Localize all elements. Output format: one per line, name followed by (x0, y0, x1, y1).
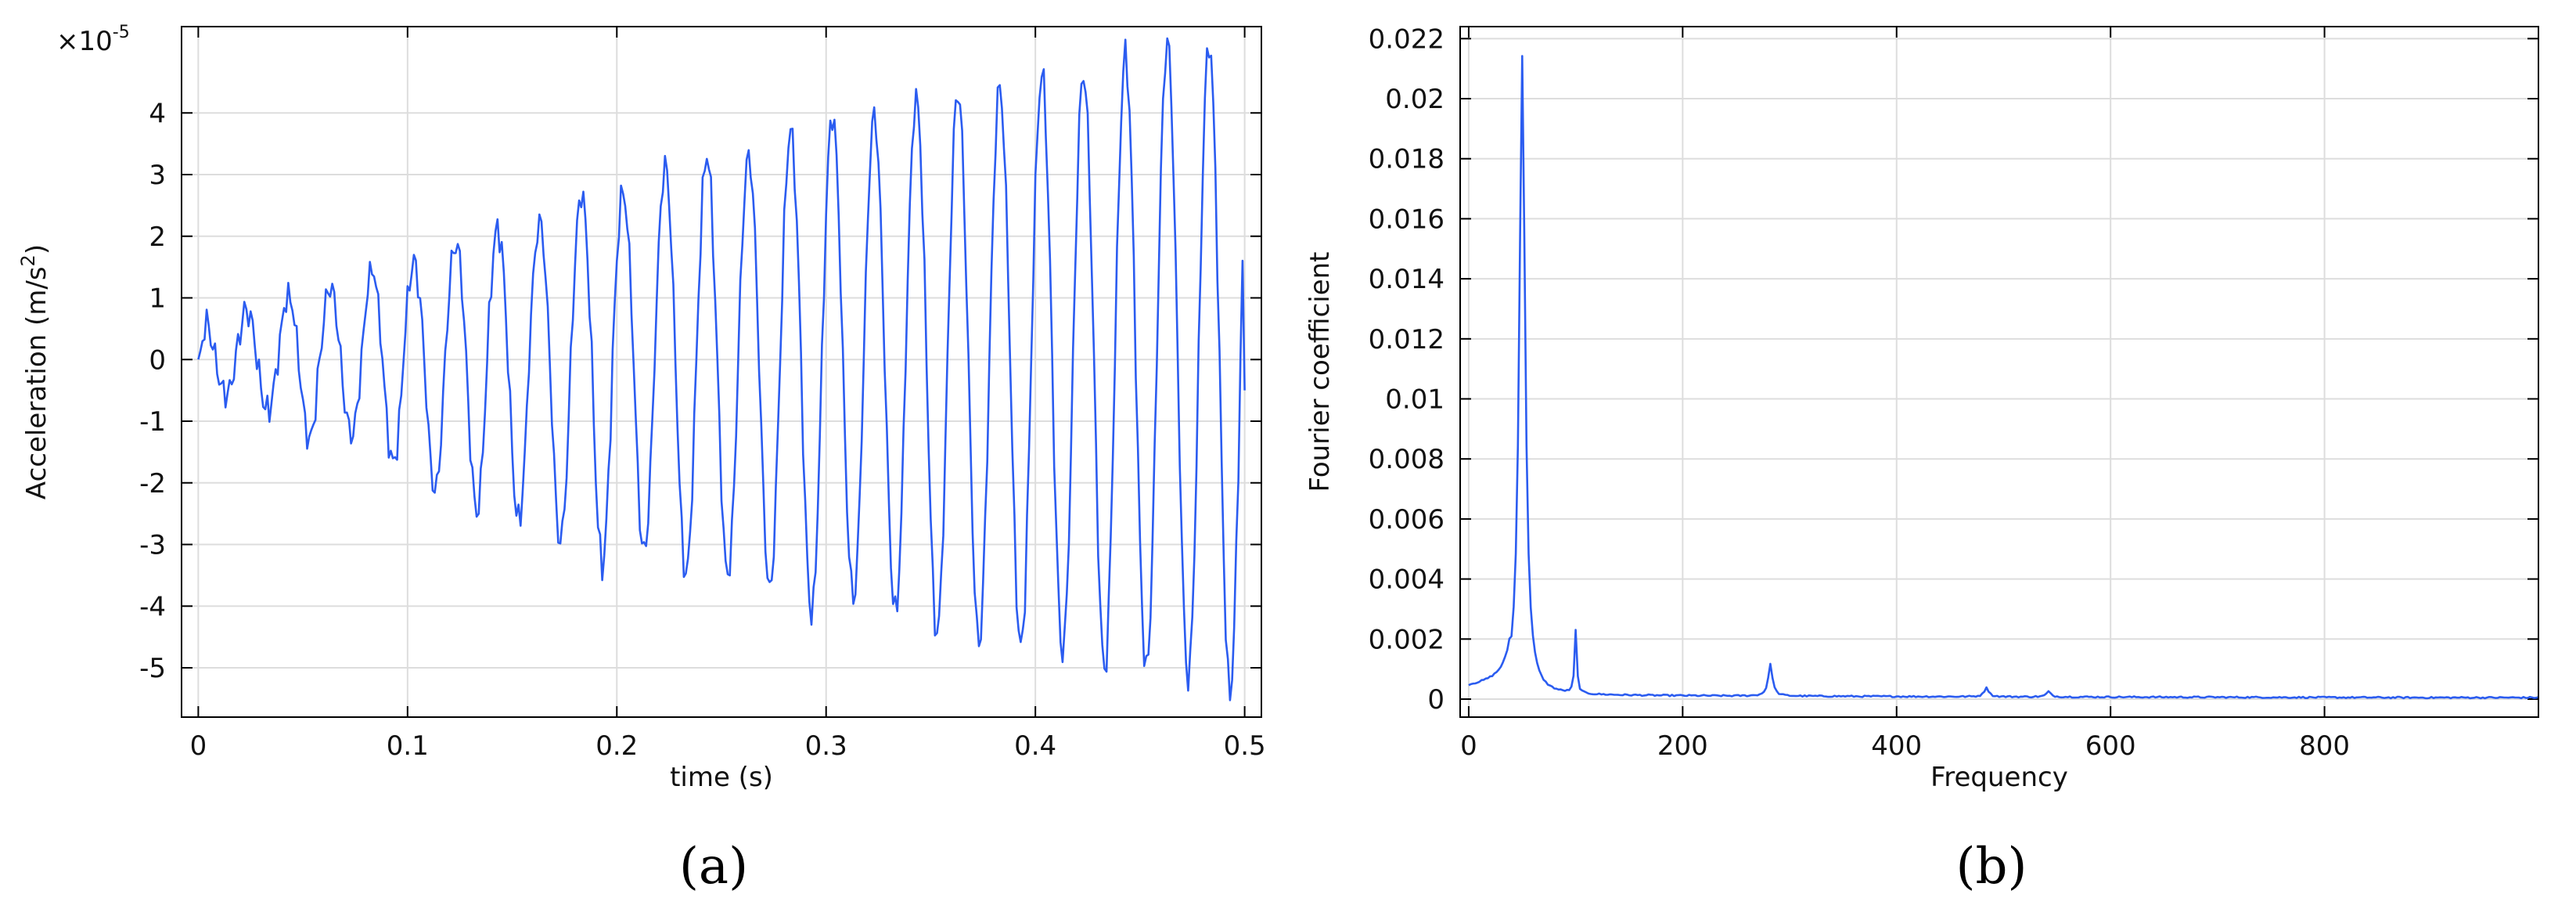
panel-b-y-tick-label: 0.016 (1369, 204, 1445, 235)
panel-a-label: (a) (679, 838, 748, 896)
panel-b-x-tick-label: 800 (2299, 730, 2350, 762)
panel-a-y-tick-label: -2 (139, 468, 166, 499)
panel-b-y-tick-label: 0.01 (1385, 384, 1445, 416)
panel-b-label: (b) (1956, 838, 2027, 896)
panel-a-y-tick-label: -3 (139, 530, 166, 561)
panel-a-y-tick-label: 4 (149, 98, 166, 129)
panel-a-y-tick-label: -4 (139, 591, 166, 622)
panel-b-y-tick-label: 0.002 (1369, 624, 1445, 655)
panel-b-y-tick-label: 0 (1427, 684, 1445, 716)
panel-b-x-tick-label: 600 (2085, 730, 2136, 762)
panel-b-x-axis-label: Frequency (1930, 762, 2068, 793)
panel-a-grid (182, 27, 1261, 717)
panel-a-x-tick-label: 0.1 (387, 730, 429, 762)
panel-a-ticks (182, 27, 1261, 717)
panel-a-axes-frame (181, 26, 1262, 718)
panel-a-y-multiplier-exponent: -5 (113, 23, 130, 42)
panel-b-y-tick-label: 0.02 (1385, 84, 1445, 115)
panel-a-y-axis-label: Acceleration (m/s2) (17, 244, 52, 499)
panel-b-x-tick-label: 400 (1871, 730, 1922, 762)
panel-a-y-tick-label: 3 (149, 160, 166, 191)
panel-b-y-tick-label: 0.012 (1369, 324, 1445, 355)
panel-b-grid (1460, 27, 2538, 717)
panel-b-y-tick-label: 0.022 (1369, 23, 1445, 55)
panel-a-series-line (197, 37, 1246, 701)
panel-a-x-tick-label: 0.3 (805, 730, 847, 762)
panel-b-tick-labels: 0 200 400 600 800 0 0.002 0.004 0.006 0.008 0.01 0.… (1369, 23, 2350, 762)
panel-a-y-tick-label: -5 (139, 653, 166, 684)
panel-a-x-tick-label: 0.2 (595, 730, 638, 762)
panel-b-y-axis-label: Fourier coefficient (1304, 251, 1336, 492)
panel-a-y-tick-label: 2 (149, 222, 166, 253)
panel-b-y-tick-label: 0.004 (1369, 564, 1445, 596)
panel-b-axes-frame (1459, 26, 2539, 718)
panel-a-y-axis-label-suffix: ) (21, 244, 52, 254)
panel-b-y-tick-label: 0.014 (1369, 264, 1445, 295)
panel-a-y-tick-label: 1 (149, 283, 166, 315)
panel-a-y-axis-label-superscript: 2 (17, 254, 39, 266)
panel-b-ticks (1460, 27, 2538, 717)
panel-a-x-tick-label: 0.5 (1224, 730, 1266, 762)
panel-a-x-axis-label: time (s) (670, 762, 773, 793)
panel-a-y-tick-label: 0 (149, 344, 166, 376)
panel-b-x-tick-label: 0 (1460, 730, 1477, 762)
panel-a-y-axis-label-prefix: Acceleration (m/s (21, 266, 52, 499)
panel-a-tick-labels: 0 0.1 0.2 0.3 0.4 0.5 -5 -4 -3 -2 -1 0 1 2 3 4 (139, 98, 1266, 762)
panel-b-y-tick-label: 0.008 (1369, 444, 1445, 475)
panel-a-x-tick-label: 0.4 (1014, 730, 1056, 762)
panel-b-y-tick-label: 0.006 (1369, 504, 1445, 535)
panel-b-x-tick-label: 200 (1657, 730, 1708, 762)
panel-b-series-line (1468, 55, 2539, 700)
panel-b-y-tick-label: 0.018 (1369, 144, 1445, 175)
panel-a-y-tick-label: -1 (139, 406, 166, 438)
panel-a-x-tick-label: 0 (190, 730, 207, 762)
panel-b: 0 200 400 600 800 0 0.002 0.004 0.006 0.008 0.01 0.… (1304, 23, 2539, 896)
panel-a-y-multiplier-base: ×10 (56, 26, 113, 57)
panel-a-y-multiplier: ×10-5 (56, 23, 130, 57)
